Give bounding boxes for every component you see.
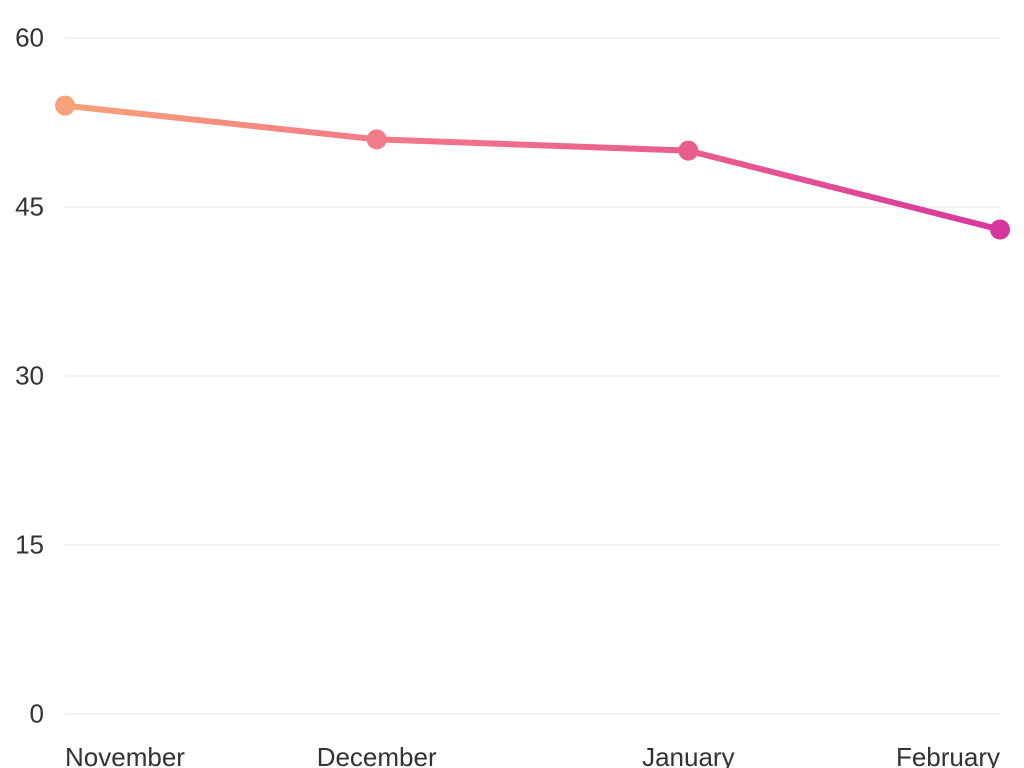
x-tick-label: December	[317, 742, 437, 768]
x-tick-label: January	[642, 742, 735, 768]
chart-svg	[0, 0, 1024, 768]
x-tick-label: November	[65, 742, 185, 768]
data-point	[678, 141, 698, 161]
y-tick-label: 30	[4, 361, 44, 392]
x-tick-label: February	[896, 742, 1000, 768]
data-point	[990, 220, 1010, 240]
gridlines	[65, 38, 1000, 714]
y-tick-label: 60	[4, 23, 44, 54]
line-chart: 0 15 30 45 60 November December January Februar…	[0, 0, 1024, 768]
data-point	[367, 129, 387, 149]
y-tick-label: 0	[4, 699, 44, 730]
y-tick-label: 15	[4, 530, 44, 561]
data-point	[55, 96, 75, 116]
line-series	[55, 96, 1010, 240]
y-tick-label: 45	[4, 192, 44, 223]
series-line	[65, 106, 1000, 230]
